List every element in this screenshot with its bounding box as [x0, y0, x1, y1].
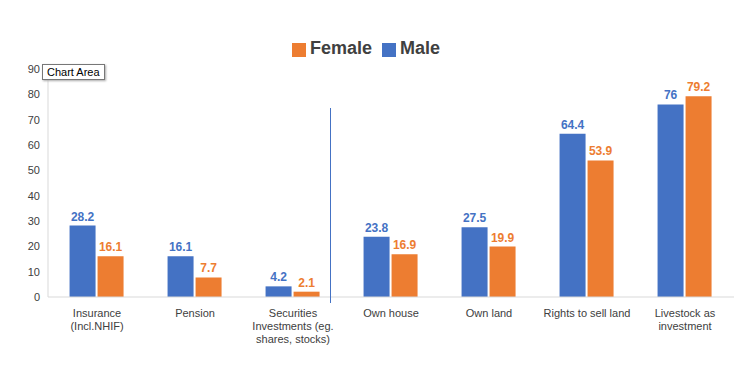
svg-text:40: 40 [28, 190, 40, 202]
svg-text:16.1: 16.1 [169, 240, 193, 254]
svg-text:70: 70 [28, 114, 40, 126]
svg-text:79.2: 79.2 [687, 80, 711, 94]
svg-text:28.2: 28.2 [71, 210, 95, 224]
svg-text:90: 90 [28, 63, 40, 75]
svg-text:19.9: 19.9 [491, 231, 515, 245]
html-text:Male: Male [400, 38, 440, 58]
svg-text:64.4: 64.4 [561, 118, 585, 132]
svg-text:Rights to sell land: Rights to sell land [544, 307, 631, 319]
html-text:Chart Area: Chart Area [47, 66, 100, 78]
svg-text:0: 0 [34, 291, 40, 303]
svg-text:Insurance(Incl.NHIF): Insurance(Incl.NHIF) [70, 307, 123, 332]
svg-text:50: 50 [28, 164, 40, 176]
svg-text:16.9: 16.9 [393, 238, 417, 252]
svg-text:53.9: 53.9 [589, 144, 613, 158]
svg-text:10: 10 [28, 266, 40, 278]
svg-text:30: 30 [28, 215, 40, 227]
svg-text:27.5: 27.5 [463, 211, 487, 225]
svg-text:7.7: 7.7 [200, 261, 217, 275]
svg-text:Pension: Pension [175, 307, 215, 319]
svg-text:60: 60 [28, 139, 40, 151]
svg-text:23.8: 23.8 [365, 221, 389, 235]
svg-text:80: 80 [28, 88, 40, 100]
svg-text:16.1: 16.1 [99, 240, 123, 254]
svg-text:Own house: Own house [363, 307, 419, 319]
svg-text:Livestock asinvestment: Livestock asinvestment [655, 307, 716, 332]
svg-text:Own land: Own land [466, 307, 512, 319]
svg-text:2.1: 2.1 [298, 276, 315, 290]
svg-text:76: 76 [664, 88, 678, 102]
svg-text:SecuritiesInvestments (eg.shar: SecuritiesInvestments (eg.shares, stocks… [252, 307, 333, 345]
svg-text:20: 20 [28, 240, 40, 252]
html-text:Female: Female [310, 38, 372, 58]
svg-text:4.2: 4.2 [270, 270, 287, 284]
